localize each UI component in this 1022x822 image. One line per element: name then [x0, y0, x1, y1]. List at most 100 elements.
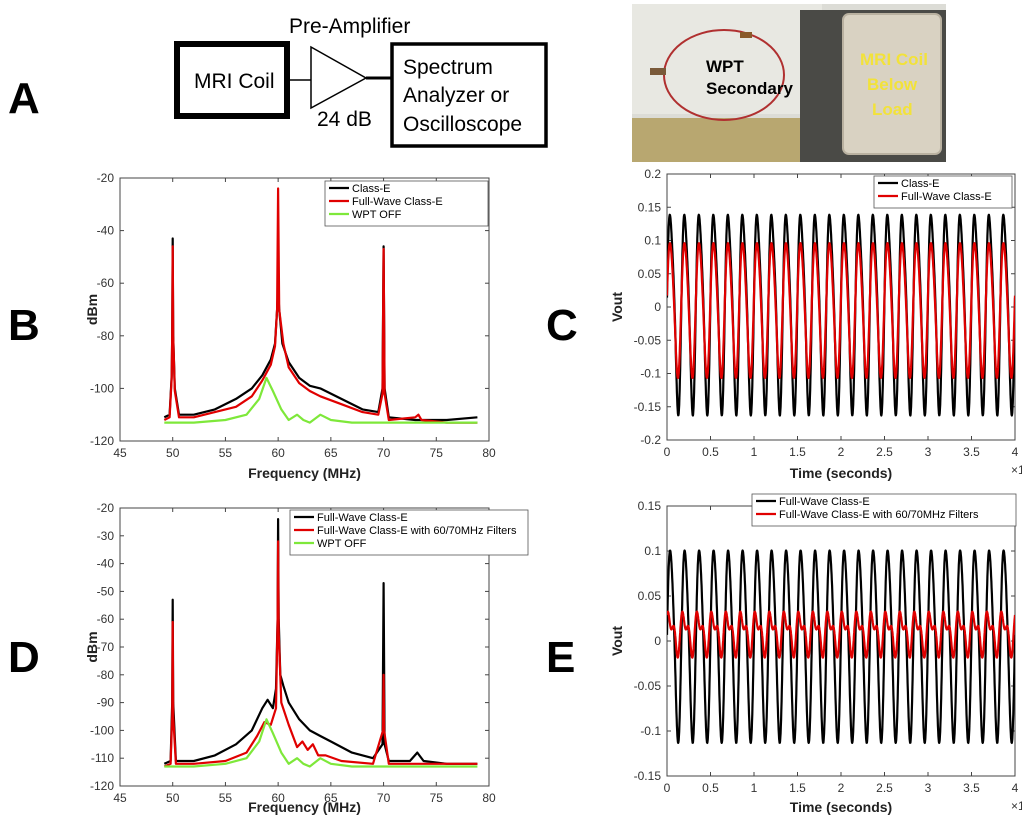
y-axis-label: Vout	[609, 626, 625, 656]
x-tick-label: 70	[377, 446, 391, 460]
x-tick-label: 0	[664, 445, 671, 459]
y-tick-label: -50	[97, 584, 115, 598]
series-line-full-wave-class-e	[667, 549, 1015, 744]
series-line-wpt-off	[164, 376, 478, 424]
mri-coil-box	[174, 41, 290, 119]
x-tick-label: 3	[925, 445, 932, 459]
x-axis-label: Time (seconds)	[790, 465, 892, 481]
legend-entry: Full-Wave Class-E with 60/70MHz Filters	[779, 509, 979, 521]
gain-label: 24 dB	[317, 108, 372, 131]
y-tick-label: -20	[97, 501, 115, 515]
x-tick-label: 45	[113, 791, 127, 805]
x-tick-label: 75	[430, 446, 444, 460]
y-tick-label: 0	[654, 300, 661, 314]
amplifier-triangle	[310, 45, 368, 110]
setup-photo: WPT Secondary MRI Coil Below Load	[632, 4, 946, 162]
series-line-wpt-off	[164, 718, 478, 768]
y-tick-label: -30	[97, 529, 115, 543]
spectrum-chart-b: 45 50 55 60 65 70 75 80 -20 -40 -60 -80 -100 -120 Freq…	[84, 171, 496, 481]
photo-load-container	[842, 13, 942, 155]
photo-label-wpt: WPT	[706, 57, 744, 76]
x-axis-label: Frequency (MHz)	[248, 799, 361, 815]
spectrum-chart-d: 45 50 55 60 65 70 75 80 -20 -30 -40 -50 -60 -70 -80 -90…	[84, 501, 529, 815]
y-tick-label: -0.15	[634, 400, 662, 414]
x-tick-label: 80	[482, 791, 496, 805]
block-diagram: MRI Coil Pre-Amplifier 24 dB Spectrum An…	[174, 15, 548, 148]
y-tick-label: -110	[91, 751, 114, 765]
x-tick-label: 60	[271, 791, 285, 805]
panel-label-c: C	[546, 301, 578, 350]
panel-label-a: A	[8, 74, 40, 123]
legend-box	[324, 180, 489, 227]
time-chart-c: 0 0.5 1 1.5 2 2.5 3 3.5 4 0.2 0.15 0.1 0.05 0 -0.05 -0.…	[609, 167, 1022, 481]
time-chart-e: 0 0.5 1 1.5 2 2.5 3 3.5 4 0.15 0.1 0.05 0 -0.05 -0.1 -0…	[609, 493, 1022, 815]
analyzer-label-line-3: Oscilloscope	[403, 113, 522, 136]
legend-box	[873, 175, 1013, 209]
panel-label-b: B	[8, 301, 40, 350]
legend-entry: WPT OFF	[317, 538, 367, 550]
analyzer-label-line-1: Spectrum	[403, 56, 493, 79]
x-tick-label: 80	[482, 446, 496, 460]
y-tick-label: -120	[90, 434, 114, 448]
legend-entry: Class-E	[901, 178, 940, 190]
x-tick-label: 55	[219, 791, 233, 805]
x-axis-label: Time (seconds)	[790, 799, 892, 815]
x-tick-label: 2.5	[876, 445, 893, 459]
x-tick-label: 75	[430, 791, 444, 805]
x-tick-label: 45	[113, 446, 127, 460]
x-tick-label: 3.5	[963, 781, 980, 795]
x-axis-label: Frequency (MHz)	[248, 465, 361, 481]
x-tick-label: 2	[838, 781, 845, 795]
y-tick-label: 0.15	[638, 499, 662, 513]
x-tick-label: 50	[166, 791, 180, 805]
photo-label-below: Below	[867, 75, 918, 94]
photo-table	[632, 118, 832, 162]
y-axis-label: Vout	[609, 292, 625, 322]
panel-label-e: E	[546, 633, 575, 682]
series-line-full-wave-class-e-with-60-70mhz-filters	[667, 610, 1015, 659]
y-tick-label: -70	[97, 640, 115, 654]
x-tick-label: 3	[925, 781, 932, 795]
mri-coil-label: MRI Coil	[194, 70, 275, 93]
y-axis-label: dBm	[84, 294, 100, 325]
y-tick-label: -90	[97, 696, 115, 710]
photo-label-secondary: Secondary	[706, 79, 793, 98]
y-tick-label: -0.15	[634, 769, 662, 783]
x-axis-exponent: ×10⁻⁷	[1011, 799, 1022, 813]
x-tick-label: 50	[166, 446, 180, 460]
y-tick-label: -120	[90, 779, 114, 793]
y-tick-label: -60	[97, 276, 115, 290]
x-axis-exponent: ×10⁻⁷	[1011, 463, 1022, 477]
x-tick-label: 4	[1012, 445, 1019, 459]
legend-box	[751, 493, 1017, 527]
legend-entry: Full-Wave Class-E	[317, 512, 408, 524]
x-tick-label: 65	[324, 791, 338, 805]
y-tick-label: -20	[97, 171, 115, 185]
legend-entry: WPT OFF	[352, 209, 402, 221]
y-tick-label: -100	[90, 723, 114, 737]
y-tick-label: -0.1	[640, 367, 661, 381]
analyzer-box	[390, 42, 548, 148]
series-line-full-wave-class-e	[163, 187, 478, 424]
photo-board	[632, 4, 822, 114]
x-tick-label: 1	[751, 445, 758, 459]
connector-component	[650, 68, 666, 75]
y-tick-label: 0.1	[644, 234, 661, 248]
y-tick-label: -0.05	[634, 333, 662, 347]
y-tick-label: -0.2	[640, 433, 661, 447]
x-tick-label: 1.5	[789, 781, 806, 795]
y-tick-label: -40	[97, 557, 115, 571]
x-tick-label: 1.5	[789, 445, 806, 459]
x-tick-label: 1	[751, 781, 758, 795]
amplifier-label: Pre-Amplifier	[289, 15, 410, 38]
y-tick-label: -80	[97, 668, 115, 682]
y-tick-label: -100	[90, 381, 114, 395]
y-tick-label: 0	[654, 634, 661, 648]
x-tick-label: 0.5	[702, 445, 719, 459]
series-line-full-wave-class-e	[667, 242, 1015, 380]
x-tick-label: 55	[219, 446, 233, 460]
